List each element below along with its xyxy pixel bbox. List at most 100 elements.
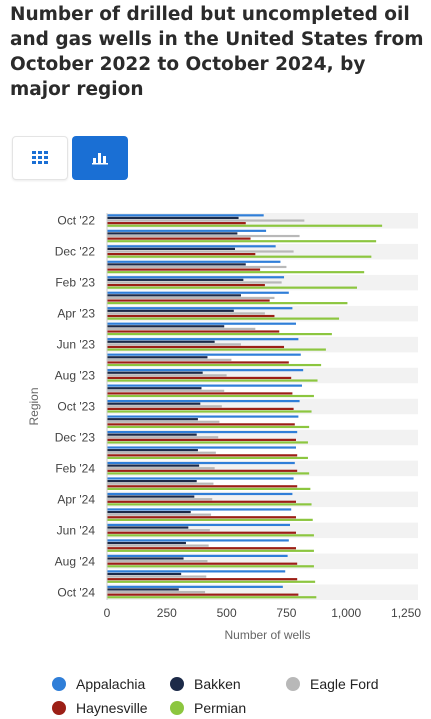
bar-appalachia	[107, 585, 283, 588]
chart-view-button[interactable]	[72, 136, 128, 180]
bar-appalachia	[107, 492, 293, 496]
bar-eagle-ford	[107, 513, 212, 516]
bar-appalachia	[107, 307, 293, 310]
bar-chart-icon	[92, 153, 108, 165]
bar-haynesville	[107, 454, 298, 457]
bar-haynesville	[107, 500, 296, 503]
bar-haynesville	[107, 562, 298, 565]
bar-eagle-ford	[107, 358, 232, 361]
legend-label: Appalachia	[76, 676, 146, 692]
bar-eagle-ford	[107, 482, 214, 485]
legend-item-eagle-ford[interactable]: Eagle Ford	[286, 676, 378, 692]
table-view-button[interactable]	[12, 136, 68, 180]
bar-bakken	[107, 588, 179, 591]
bar-eagle-ford	[107, 389, 225, 392]
bar-eagle-ford	[107, 327, 256, 330]
bar-permian	[107, 503, 312, 506]
chart-title: Number of drilled but uncompleted oil an…	[10, 4, 424, 100]
y-tick-label: Oct '24	[57, 585, 95, 599]
bar-haynesville	[107, 345, 285, 349]
bar-permian	[107, 240, 377, 243]
bar-appalachia	[107, 322, 296, 325]
bar-appalachia	[107, 229, 267, 232]
bar-permian	[107, 518, 313, 521]
bar-bakken	[107, 526, 189, 529]
bar-eagle-ford	[107, 420, 220, 423]
legend-item-bakken[interactable]: Bakken	[170, 676, 241, 692]
bar-haynesville	[107, 578, 298, 581]
bar-appalachia	[107, 291, 289, 294]
bar-appalachia	[107, 461, 295, 465]
legend-item-appalachia[interactable]: Appalachia	[52, 676, 145, 692]
y-tick-label: Feb '23	[55, 276, 95, 290]
x-axis-title: Number of wells	[224, 628, 310, 642]
bar-eagle-ford	[107, 498, 213, 501]
bar-haynesville	[107, 299, 270, 302]
bar-permian	[107, 379, 318, 382]
y-tick-label: Jun '24	[57, 523, 96, 537]
bar-permian	[107, 425, 310, 429]
bar-eagle-ford	[107, 219, 305, 222]
bar-appalachia	[107, 539, 289, 542]
bar-eagle-ford	[107, 281, 282, 284]
bar-bakken	[107, 263, 246, 266]
bar-permian	[107, 271, 365, 274]
y-tick-label: Oct '22	[57, 214, 95, 228]
bar-appalachia	[107, 446, 296, 449]
bar-bakken	[107, 232, 238, 235]
x-tick-label: 750	[276, 606, 296, 620]
bar-eagle-ford	[107, 451, 216, 454]
bar-permian	[107, 317, 340, 320]
y-tick-label: Dec '23	[55, 430, 96, 444]
bar-appalachia	[107, 369, 304, 372]
bar-permian	[107, 441, 308, 444]
bar-bakken	[107, 572, 182, 576]
bar-permian	[107, 534, 314, 537]
bar-bakken	[107, 449, 198, 452]
bar-permian	[107, 302, 348, 305]
x-tick-label: 500	[217, 606, 237, 620]
legend-marker	[52, 677, 66, 691]
bar-appalachia	[107, 430, 298, 434]
bar-haynesville	[107, 516, 296, 519]
bar-eagle-ford	[107, 312, 265, 315]
bar-eagle-ford	[107, 560, 208, 563]
bar-appalachia	[107, 384, 302, 387]
bar-permian	[107, 348, 326, 351]
bar-eagle-ford	[107, 467, 215, 470]
y-tick-label: Aug '23	[55, 369, 96, 383]
legend-label: Permian	[194, 700, 247, 716]
bar-eagle-ford	[107, 529, 210, 532]
bar-permian	[107, 286, 357, 289]
x-tick-label: 250	[157, 606, 177, 620]
bar-bakken	[107, 325, 225, 328]
bar-eagle-ford	[107, 265, 287, 269]
bar-appalachia	[107, 400, 300, 403]
bar-bakken	[107, 495, 195, 498]
x-tick-label: 1,000	[331, 606, 361, 620]
bar-bakken	[107, 294, 241, 297]
bar-permian	[107, 580, 316, 583]
bar-eagle-ford	[107, 234, 300, 238]
bar-bakken	[107, 371, 203, 374]
bar-bakken	[107, 356, 208, 359]
y-tick-label: Oct '23	[57, 400, 95, 414]
bar-bakken	[107, 402, 201, 405]
bar-appalachia	[107, 415, 299, 418]
legend-marker	[52, 701, 66, 715]
bar-permian	[107, 487, 311, 490]
bar-bakken	[107, 557, 184, 560]
y-tick-label: Aug '24	[55, 554, 96, 568]
legend-item-permian[interactable]: Permian	[170, 700, 246, 716]
bar-eagle-ford	[107, 544, 209, 547]
bar-chart: Oct '22 Dec '22 Feb '23 Apr '23 Jun '23 Aug '…	[27, 213, 421, 642]
legend-item-haynesville[interactable]: Haynesville	[52, 700, 148, 716]
bar-permian	[107, 596, 317, 599]
bar-bakken	[107, 510, 191, 514]
bar-eagle-ford	[107, 374, 227, 377]
bar-haynesville	[107, 283, 265, 287]
legend-label: Eagle Ford	[310, 676, 379, 692]
bar-bakken	[107, 309, 234, 312]
bar-haynesville	[107, 531, 296, 534]
bar-eagle-ford	[107, 343, 241, 346]
